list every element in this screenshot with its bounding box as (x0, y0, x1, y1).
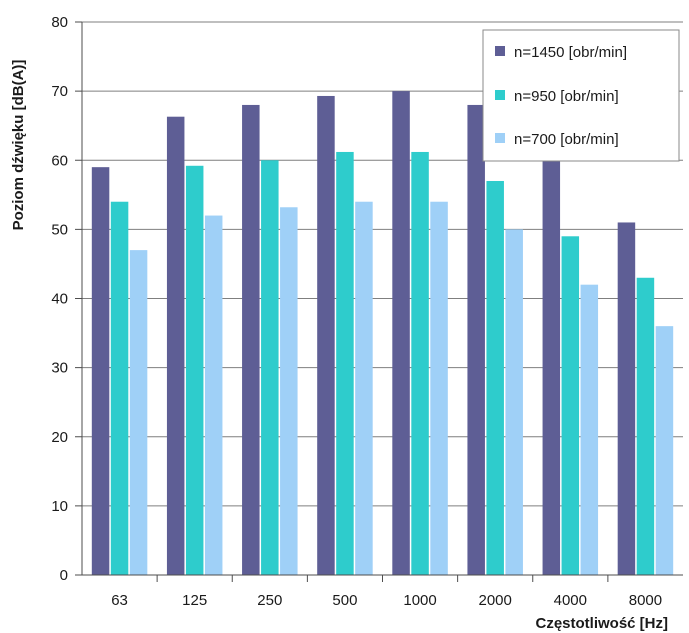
y-tick-label: 50 (51, 221, 68, 238)
legend-swatch-n700 (495, 133, 505, 143)
y-tick-label: 80 (51, 14, 68, 31)
bar (392, 91, 410, 575)
legend-swatch-n950 (495, 90, 505, 100)
x-tick-label: 125 (182, 592, 207, 609)
x-tick-label: 500 (332, 592, 357, 609)
x-tick-label: 2000 (479, 592, 512, 609)
bar (486, 180, 504, 576)
legend-label-n1450: n=1450 [obr/min] (514, 44, 627, 61)
bar (617, 222, 636, 575)
legend: n=1450 [obr/min] n=950 [obr/min] n=700 [… (482, 29, 680, 162)
y-tick-label: 10 (51, 498, 68, 515)
y-axis-ticks: 0 10 20 30 40 50 60 70 80 (51, 14, 82, 584)
bar (129, 250, 148, 576)
y-tick-label: 30 (51, 360, 68, 377)
legend-label-n700: n=700 [obr/min] (514, 131, 619, 148)
bar (505, 229, 523, 575)
bar (411, 151, 429, 575)
legend-label-n950: n=950 [obr/min] (514, 88, 619, 105)
bar (91, 167, 110, 575)
bar (655, 326, 674, 575)
y-axis-title: Poziom dźwięku [dB(A)] (10, 60, 27, 231)
bar-series (91, 91, 674, 576)
x-tick-label: 250 (257, 592, 282, 609)
y-tick-label: 0 (60, 567, 68, 584)
legend-swatch-n1450 (495, 46, 505, 56)
bar (542, 153, 561, 575)
bar (317, 95, 335, 576)
x-tick-label: 4000 (554, 592, 587, 609)
axes (81, 22, 683, 582)
x-tick-label: 63 (111, 592, 128, 609)
bar (204, 215, 223, 576)
x-axis-title: Częstotliwość [Hz] (535, 615, 668, 632)
bar (166, 116, 185, 576)
bar (110, 201, 129, 575)
bar (430, 201, 448, 575)
bar (636, 277, 655, 575)
bar (355, 201, 373, 575)
y-tick-label: 20 (51, 429, 68, 446)
legend-box (482, 29, 680, 162)
x-tick-label: 1000 (403, 592, 436, 609)
bar (185, 165, 204, 575)
bar (467, 104, 485, 575)
bar (561, 236, 580, 575)
bar (336, 151, 354, 575)
y-tick-label: 40 (51, 291, 68, 308)
bar (580, 284, 599, 575)
x-axis-ticks: 63 125 250 500 1000 2000 4000 8000 (111, 592, 662, 609)
y-tick-label: 60 (51, 152, 68, 169)
y-tick-label: 70 (51, 83, 68, 100)
bar (280, 207, 298, 575)
bar (242, 104, 260, 575)
x-tick-label: 8000 (629, 592, 662, 609)
bar (261, 160, 279, 575)
